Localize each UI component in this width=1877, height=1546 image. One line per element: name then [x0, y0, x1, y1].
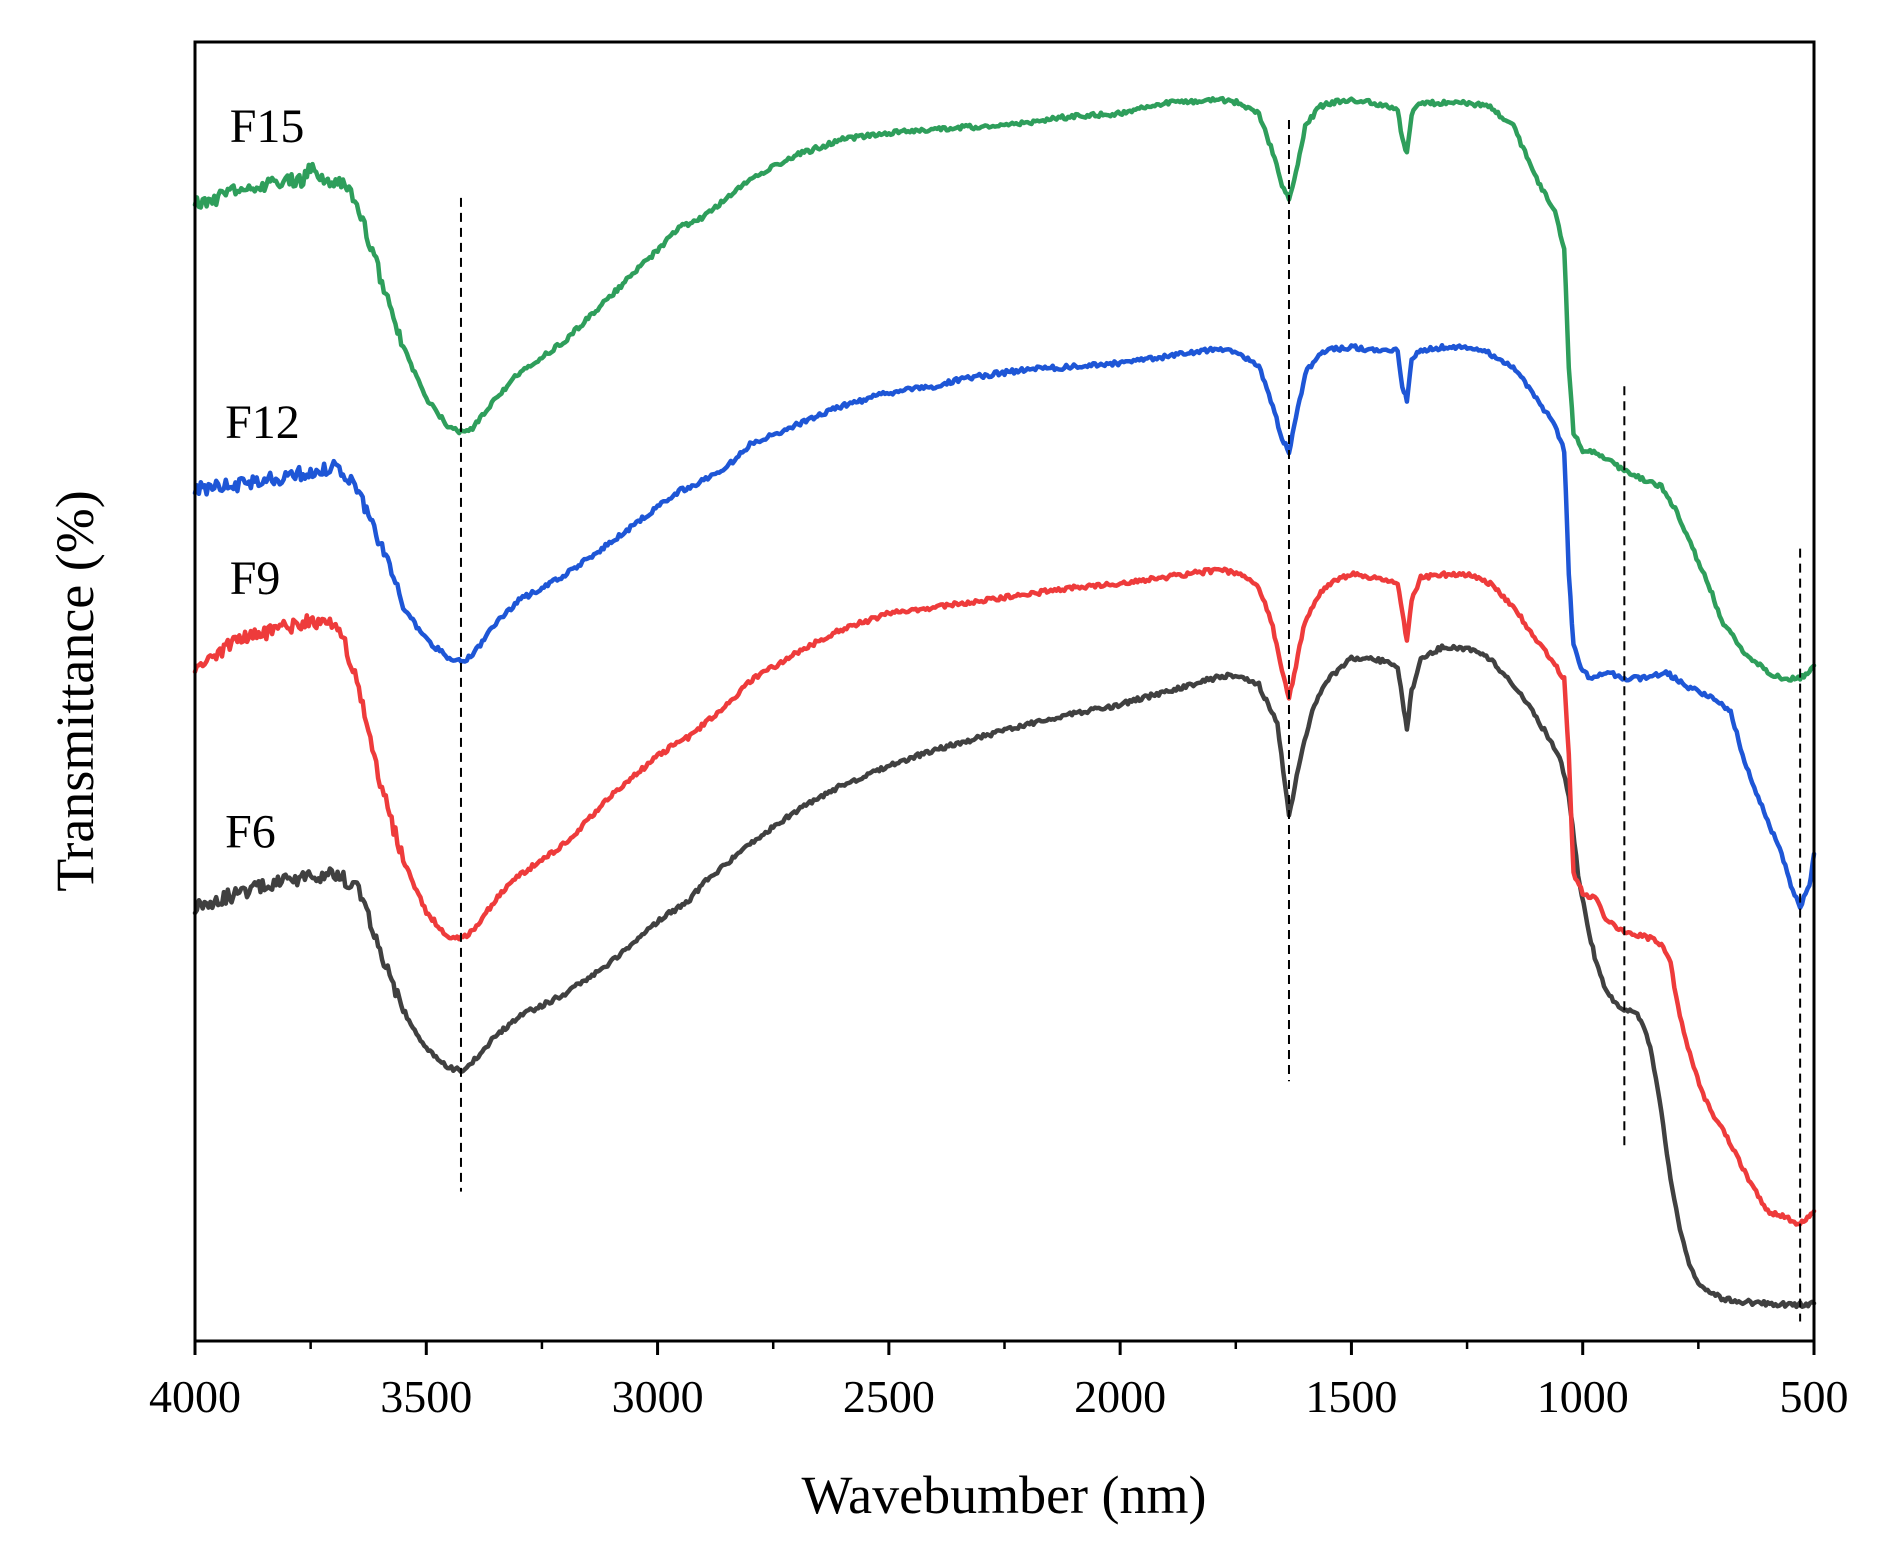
series-line-f9	[192, 566, 1817, 1227]
x-axis-ticks: 4000 3500 3000 2500 2000 1500 1000 500	[149, 1341, 1849, 1422]
x-tick-label-3000: 3000	[612, 1371, 704, 1422]
reference-lines	[459, 119, 1802, 1322]
x-tick-label-1000: 1000	[1537, 1371, 1629, 1422]
series-labels: F6 F9 F12 F15	[225, 100, 304, 858]
x-tick-label-500: 500	[1780, 1371, 1849, 1422]
series-label-f15: F15	[230, 100, 305, 153]
x-tick-label-1500: 1500	[1305, 1371, 1397, 1422]
y-axis-title: Transmittance (%)	[45, 490, 105, 891]
x-axis-title: Wavebumber (nm)	[802, 1465, 1207, 1525]
plot-frame	[193, 40, 1816, 1343]
series-line-f6	[192, 643, 1817, 1310]
series-line-f12	[192, 342, 1817, 911]
series-label-f12: F12	[225, 396, 300, 449]
x-tick-label-3500: 3500	[380, 1371, 472, 1422]
x-tick-label-2500: 2500	[843, 1371, 935, 1422]
series-label-f9: F9	[230, 552, 281, 605]
x-tick-label-2000: 2000	[1074, 1371, 1166, 1422]
x-tick-label-4000: 4000	[149, 1371, 241, 1422]
series-label-f6: F6	[225, 805, 276, 858]
series-layer	[192, 95, 1817, 1310]
series-line-f15	[192, 95, 1817, 683]
